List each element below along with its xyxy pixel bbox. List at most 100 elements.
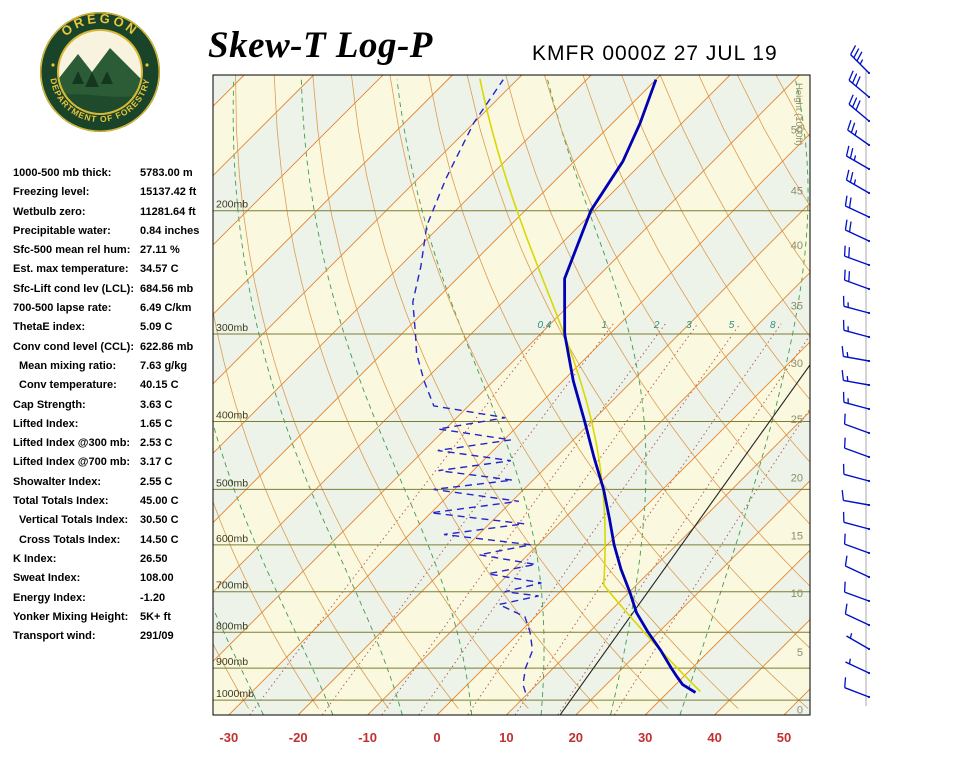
plot-area xyxy=(213,75,810,715)
wind-barb-icon xyxy=(845,169,871,195)
stat-label: Vertical Totals Index: xyxy=(19,514,129,527)
svg-text:15: 15 xyxy=(791,531,803,543)
height-axis-title: Height (1000ft) xyxy=(793,83,804,146)
wind-barb-icon xyxy=(843,245,871,267)
stat-value: 3.63 C xyxy=(140,398,173,411)
stat-value: 5783.00 m xyxy=(140,167,193,179)
stat-label: Transport wind: xyxy=(13,630,96,643)
stat-row: 1000-500 mb thick: 5783.00 m xyxy=(13,164,211,183)
svg-text:8: 8 xyxy=(770,320,776,331)
wind-barb-icon xyxy=(841,346,871,363)
wind-barb-icon xyxy=(844,195,871,219)
svg-text:40: 40 xyxy=(791,240,803,252)
stat-value: 11281.64 ft xyxy=(140,205,196,218)
wind-barb-icon xyxy=(841,490,871,507)
stat-row: Vertical Totals Index: 30.50 C xyxy=(13,511,211,530)
reference-line xyxy=(559,364,810,715)
logo-inner-rim xyxy=(57,29,143,115)
stat-value: 291/09 xyxy=(140,630,174,643)
mixing-ratio-labels: 0.4 1 2 3 5 8 xyxy=(538,320,776,331)
svg-text:200mb: 200mb xyxy=(216,199,248,211)
logo-left-dot xyxy=(51,63,55,67)
stat-row: Lifted Index @300 mb: 2.53 C xyxy=(13,434,211,453)
stat-value: 26.50 xyxy=(140,552,168,565)
svg-text:900mb: 900mb xyxy=(216,656,248,668)
svg-text:700mb: 700mb xyxy=(216,580,248,592)
stat-value: 2.55 C xyxy=(140,475,173,488)
stat-value: 5.09 C xyxy=(140,321,173,334)
svg-text:1: 1 xyxy=(602,320,608,331)
stat-row: Lifted Index @700 mb: 3.17 C xyxy=(13,453,211,472)
svg-text:30: 30 xyxy=(791,358,803,370)
stat-value: -1.20 xyxy=(140,591,166,604)
svg-text:600mb: 600mb xyxy=(216,533,248,545)
stat-row: K Index: 26.50 xyxy=(13,550,211,569)
wind-barb-icon xyxy=(842,391,871,411)
temp-axis-labels: -30 -20 -10 0 10 20 30 40 50 xyxy=(219,730,791,745)
stat-row: ThetaE index: 5.09 C xyxy=(13,318,211,337)
wind-barb-icon xyxy=(844,603,871,627)
svg-text:35: 35 xyxy=(791,300,803,312)
dewpoint-trace xyxy=(412,79,542,693)
wind-barbs xyxy=(841,45,871,706)
stat-label: Conv cond level (CCL): xyxy=(13,340,135,353)
stat-row: Transport wind: 291/09 xyxy=(13,627,211,646)
wind-barb-icon xyxy=(848,70,871,99)
wind-barb-icon xyxy=(843,437,871,459)
stat-label: Energy Index: xyxy=(13,591,86,604)
svg-text:10: 10 xyxy=(791,588,803,600)
isotherms xyxy=(213,75,810,715)
stat-label: Lifted Index @300 mb: xyxy=(13,437,131,450)
stat-label: Yonker Mixing Height: xyxy=(13,610,129,623)
stat-value: 30.50 C xyxy=(140,514,179,527)
stat-label: Lifted Index: xyxy=(13,417,79,430)
wind-barb-icon xyxy=(848,94,871,123)
svg-text:-10: -10 xyxy=(358,730,377,745)
svg-text:-30: -30 xyxy=(219,730,238,745)
stat-label: Sfc-Lift cond lev (LCL): xyxy=(13,282,134,295)
stat-value: 2.53 C xyxy=(140,437,173,450)
stat-row: Cross Totals Index: 14.50 C xyxy=(13,531,211,550)
svg-text:30: 30 xyxy=(638,730,652,745)
stat-label: 700-500 lapse rate: xyxy=(13,302,112,315)
svg-text:800mb: 800mb xyxy=(216,620,248,632)
moist-adiabats xyxy=(213,79,809,715)
svg-text:10: 10 xyxy=(499,730,513,745)
wind-barb-icon xyxy=(845,658,871,675)
height-axis-labels: 0 5 10 15 20 25 30 35 40 45 50 xyxy=(791,124,803,716)
stat-row: Showalter Index: 2.55 C xyxy=(13,473,211,492)
svg-text:0: 0 xyxy=(433,730,440,745)
svg-text:500mb: 500mb xyxy=(216,477,248,489)
stat-row: Est. max temperature: 34.57 C xyxy=(13,260,211,279)
stat-row: Conv temperature: 40.15 C xyxy=(13,376,211,395)
stat-label: Conv temperature: xyxy=(19,379,117,392)
wind-barb-icon xyxy=(842,295,871,315)
wind-barb-icon xyxy=(850,45,871,75)
stat-row: Conv cond level (CCL): 622.86 mb xyxy=(13,338,211,357)
stat-value: 684.56 mb xyxy=(140,282,194,295)
stat-label: Sweat Index: xyxy=(13,572,81,585)
stat-row: Energy Index: -1.20 xyxy=(13,589,211,608)
svg-text:0.4: 0.4 xyxy=(538,320,552,331)
svg-text:0: 0 xyxy=(797,705,803,717)
stat-row: Sfc-500 mean rel hum: 27.11 % xyxy=(13,241,211,260)
stat-label: Cross Totals Index: xyxy=(19,533,121,546)
stat-value: 45.00 C xyxy=(140,495,179,508)
stat-value: 34.57 C xyxy=(140,263,179,276)
stat-value: 108.00 xyxy=(140,572,174,585)
wind-barb-icon xyxy=(844,555,871,579)
stat-value: 40.15 C xyxy=(140,379,179,392)
wind-barb-icon xyxy=(844,677,871,699)
stat-value: 622.86 mb xyxy=(140,340,194,353)
stat-label: Mean mixing ratio: xyxy=(19,359,117,372)
stat-value: 3.17 C xyxy=(140,456,173,469)
wind-barb-icon xyxy=(843,581,871,603)
stat-label: Est. max temperature: xyxy=(13,263,129,276)
svg-text:1000mb: 1000mb xyxy=(216,688,254,700)
stat-label: Freezing level: xyxy=(13,186,90,199)
stat-row: Sfc-Lift cond lev (LCL): 684.56 mb xyxy=(13,280,211,299)
wind-barb-icon xyxy=(845,145,871,171)
wind-barb-icon xyxy=(842,511,871,531)
logo-outer-rim xyxy=(40,12,160,132)
